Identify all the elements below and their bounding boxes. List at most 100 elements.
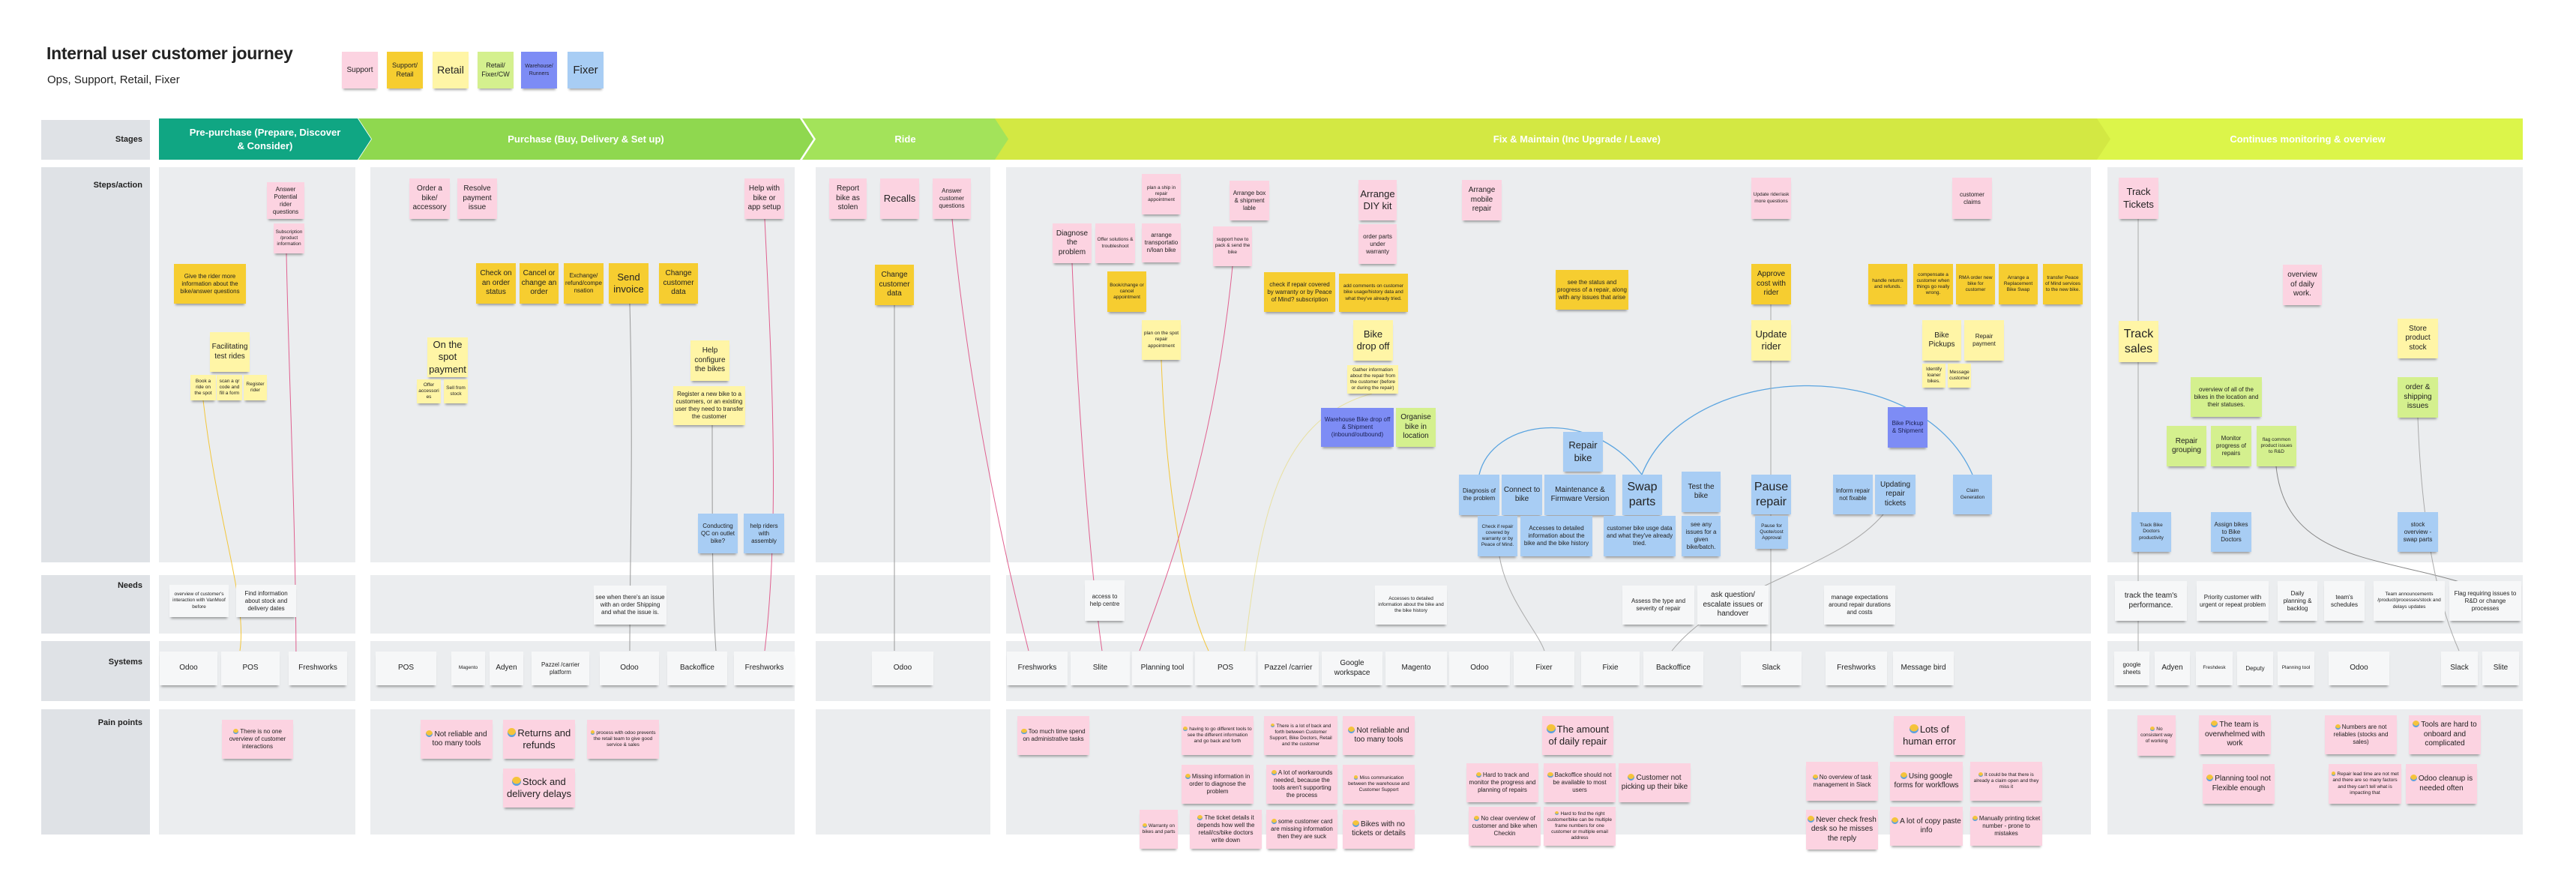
- step-sticky-note[interactable]: Inform repair not fixable: [1833, 475, 1873, 514]
- need-note[interactable]: Team announcements /product/processes/st…: [2374, 581, 2445, 621]
- step-sticky-note[interactable]: Book a ride on the spot: [190, 375, 216, 400]
- step-sticky-note[interactable]: Warehouse Bike drop off & Shipment (inbo…: [1321, 408, 1394, 447]
- step-sticky-note[interactable]: Change customer data: [659, 263, 698, 304]
- step-sticky-note[interactable]: Updating repair tickets: [1875, 475, 1916, 514]
- step-sticky-note[interactable]: Diagnosis of the problem: [1459, 475, 1499, 515]
- system-note[interactable]: google sheets: [2114, 652, 2149, 685]
- step-sticky-note[interactable]: Change customer data: [875, 265, 914, 305]
- need-note[interactable]: Flag requiring issues to R&D or change p…: [2449, 581, 2521, 621]
- step-sticky-note[interactable]: see any issues for a given bike/batch.: [1682, 516, 1721, 556]
- step-sticky-note[interactable]: Answer Potential rider questions: [267, 182, 304, 219]
- pain-point-note[interactable]: Warranty on bikes and parts: [1140, 810, 1178, 849]
- pain-point-note[interactable]: Miss communication between the warehouse…: [1343, 765, 1415, 804]
- step-sticky-note[interactable]: Register rider: [244, 375, 267, 400]
- step-sticky-note[interactable]: Diagnose the problem: [1053, 223, 1092, 263]
- step-sticky-note[interactable]: customer bike usge data and what they've…: [1604, 516, 1676, 556]
- step-sticky-note[interactable]: check if repair covered by warranty or b…: [1264, 272, 1335, 312]
- step-sticky-note[interactable]: Update rider: [1751, 320, 1791, 361]
- system-note[interactable]: POS: [376, 652, 436, 685]
- step-sticky-note[interactable]: Give the rider more information about th…: [174, 264, 246, 304]
- step-sticky-note[interactable]: Answer customer questions: [933, 178, 971, 219]
- system-note[interactable]: Adyen: [490, 652, 523, 685]
- system-note[interactable]: Freshdesk: [2196, 652, 2233, 685]
- pain-point-note[interactable]: Customer not picking up their bike: [1619, 763, 1691, 802]
- pain-point-note[interactable]: Bikes with no tickets or details: [1343, 810, 1415, 849]
- step-sticky-note[interactable]: Order a bike/ accessory: [409, 178, 450, 219]
- step-sticky-note[interactable]: Arrange mobile repair: [1462, 180, 1502, 220]
- pain-point-note[interactable]: Lots of human error: [1894, 716, 1965, 755]
- step-sticky-note[interactable]: Repair grouping: [2167, 426, 2206, 466]
- pain-point-note[interactable]: A lot of workarounds needed, because the…: [1266, 765, 1337, 804]
- pain-point-note[interactable]: A lot of copy paste info: [1890, 807, 1963, 846]
- pain-point-note[interactable]: Backoffice should not be available to mo…: [1544, 763, 1616, 802]
- step-sticky-note[interactable]: Approve cost with rider: [1751, 264, 1791, 304]
- pain-point-note[interactable]: Not reliable and too many tools: [421, 720, 493, 759]
- pain-point-note[interactable]: Numbers are not reliables (stocks and sa…: [2325, 715, 2397, 754]
- step-sticky-note[interactable]: Check on an order status: [476, 263, 516, 304]
- system-note[interactable]: Magento: [451, 652, 485, 685]
- step-sticky-note[interactable]: Bike drop off: [1353, 320, 1393, 361]
- step-sticky-note[interactable]: Cancel or change an order: [520, 263, 559, 304]
- step-sticky-note[interactable]: Update rider/ask more questions: [1751, 178, 1791, 219]
- step-sticky-note[interactable]: plan on the spot repair appointment: [1142, 320, 1181, 360]
- system-note[interactable]: Fixer: [1514, 652, 1574, 685]
- step-sticky-note[interactable]: support how to pack & send the bike: [1213, 226, 1252, 266]
- step-sticky-note[interactable]: Check if repair covered by warranty or b…: [1478, 516, 1517, 556]
- step-sticky-note[interactable]: compensate a customer when things go rea…: [1913, 264, 1953, 304]
- pain-point-note[interactable]: No overview of task management in Slack: [1806, 762, 1878, 801]
- pain-point-note[interactable]: Repair lead time are not met and there a…: [2329, 764, 2401, 804]
- need-note[interactable]: ask question/ escalate issues or handove…: [1697, 586, 1769, 625]
- step-sticky-note[interactable]: Arrange a Replacement Bike Swap: [1999, 264, 2038, 304]
- step-sticky-note[interactable]: add comments on customer bike usage/hist…: [1339, 274, 1408, 312]
- pain-point-note[interactable]: Odoo cleanup is needed often: [2406, 764, 2477, 804]
- need-note[interactable]: access to help centre: [1085, 580, 1125, 621]
- need-note[interactable]: Priority customer with urgent or repeat …: [2197, 581, 2269, 621]
- pain-point-note[interactable]: The ticket details it depends how well t…: [1190, 810, 1262, 849]
- step-sticky-note[interactable]: Register a new bike to a customers, or a…: [673, 386, 745, 425]
- system-note[interactable]: Odoo: [600, 652, 659, 685]
- step-sticky-note[interactable]: arrange transportation/loan bike: [1142, 223, 1181, 262]
- pain-point-note[interactable]: There is no one overview of customer int…: [222, 720, 293, 759]
- system-note[interactable]: Message bird: [1893, 652, 1954, 685]
- step-sticky-note[interactable]: Test the bike: [1682, 472, 1721, 512]
- pain-point-note[interactable]: some customer card are missing informati…: [1266, 810, 1337, 849]
- system-note[interactable]: Odoo: [2329, 652, 2389, 685]
- pain-point-note[interactable]: It could be that there is already a clai…: [1970, 762, 2042, 801]
- need-note[interactable]: manage expectations around repair durati…: [1824, 586, 1895, 625]
- pain-point-note[interactable]: Returns and refunds: [503, 720, 575, 759]
- system-note[interactable]: Freshworks: [734, 652, 795, 685]
- step-sticky-note[interactable]: customer claims: [1952, 178, 1992, 219]
- system-note[interactable]: Adyen: [2155, 652, 2190, 685]
- step-sticky-note[interactable]: Facilitating test rides: [210, 332, 250, 372]
- step-sticky-note[interactable]: overview of all of the bikes in the loca…: [2191, 377, 2262, 417]
- pain-point-note[interactable]: process with odoo prevents the retail te…: [587, 720, 659, 759]
- step-sticky-note[interactable]: stock overview - swap parts: [2398, 512, 2438, 552]
- system-note[interactable]: Odoo: [872, 652, 933, 685]
- step-sticky-note[interactable]: Track sales: [2119, 321, 2158, 362]
- pain-point-note[interactable]: The team is overwhelmed with work: [2199, 715, 2271, 754]
- step-sticky-note[interactable]: Help with bike or app setup: [744, 178, 784, 219]
- need-note[interactable]: Assess the type and severity of repair: [1622, 586, 1694, 625]
- step-sticky-note[interactable]: Message customer: [1948, 364, 1971, 388]
- system-note[interactable]: Freshworks: [289, 652, 347, 685]
- need-note[interactable]: overview of customer's interaction with …: [169, 585, 229, 617]
- system-note[interactable]: Pazzel /carrier: [1258, 652, 1319, 685]
- pain-point-note[interactable]: Missing information in order to diagnose…: [1182, 765, 1254, 804]
- step-sticky-note[interactable]: Monitor progress of repairs: [2211, 426, 2251, 466]
- step-sticky-note[interactable]: Resolve payment issue: [457, 178, 497, 219]
- need-note[interactable]: team's schedules: [2324, 581, 2365, 621]
- pain-point-note[interactable]: Manually printing ticket number - prone …: [1970, 807, 2042, 846]
- step-sticky-note[interactable]: order parts under warranty: [1358, 224, 1397, 264]
- step-sticky-note[interactable]: Accesses to detailed information about t…: [1520, 516, 1592, 556]
- step-sticky-note[interactable]: flag common product issues to R&D: [2257, 426, 2296, 466]
- system-note[interactable]: Freshworks: [1826, 652, 1887, 685]
- step-sticky-note[interactable]: Help configure the bikes: [690, 340, 729, 381]
- pain-point-note[interactable]: There is a lot of back and forth between…: [1264, 716, 1337, 755]
- system-note[interactable]: Pazzel /carrier platform: [532, 652, 589, 685]
- step-sticky-note[interactable]: Organise bike in location: [1396, 408, 1436, 447]
- step-sticky-note[interactable]: Repair bike: [1563, 432, 1603, 472]
- pain-point-note[interactable]: No clear overview of customer and bike w…: [1469, 807, 1541, 846]
- pain-point-note[interactable]: Not reliable and too many tools: [1343, 716, 1415, 755]
- step-sticky-note[interactable]: Conducting QC on outlet bike?: [698, 514, 738, 553]
- step-sticky-note[interactable]: Subscription /product information: [274, 223, 304, 253]
